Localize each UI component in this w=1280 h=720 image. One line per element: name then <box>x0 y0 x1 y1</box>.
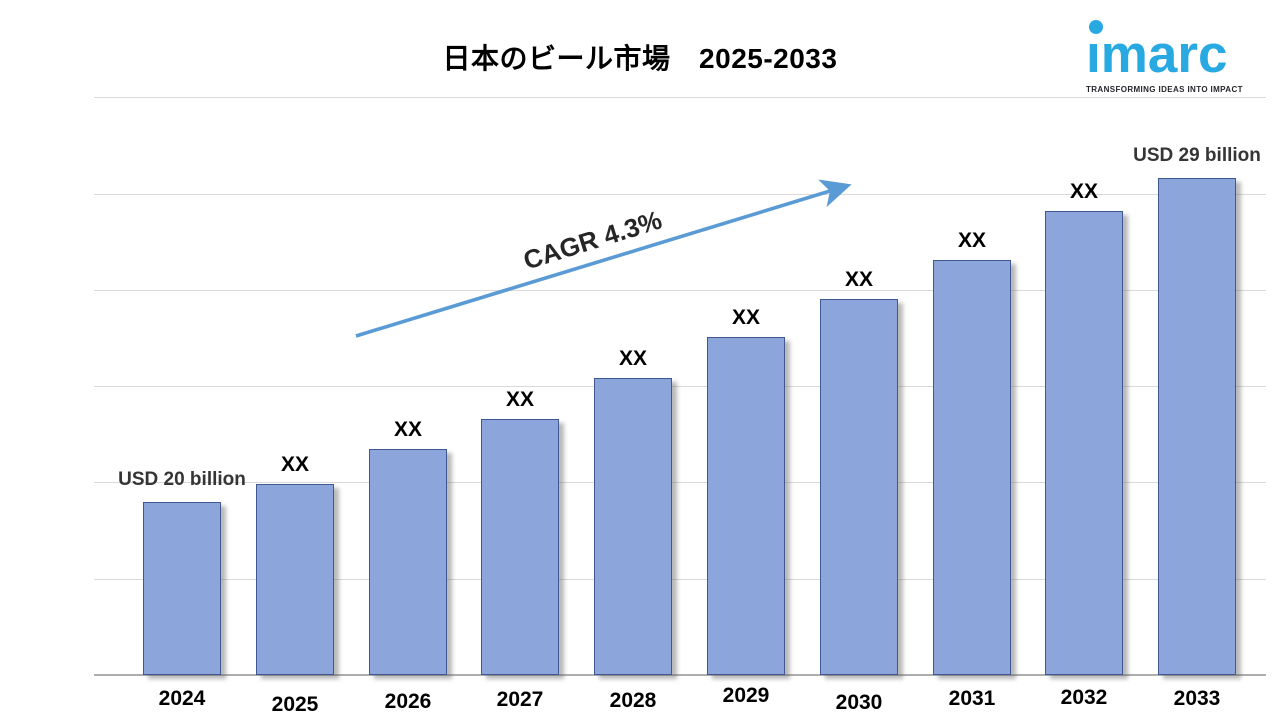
x-axis-line <box>94 674 1266 676</box>
x-axis-label: 2030 <box>835 691 883 714</box>
x-axis-label: 2029 <box>722 684 770 707</box>
bar-2026 <box>369 449 447 675</box>
x-axis-label: 2026 <box>384 690 432 713</box>
gridline <box>94 579 1266 580</box>
gridline <box>94 290 1266 291</box>
bar-value-label: USD 20 billion <box>118 469 246 490</box>
bar-2031 <box>933 260 1011 675</box>
chart-title: 日本のビール市場 2025-2033 <box>442 43 838 74</box>
x-axis-label: 2031 <box>948 687 996 710</box>
x-axis-label: 2028 <box>609 689 657 712</box>
bar-value-label: XX <box>280 453 310 476</box>
cagr-trend-arrow-icon <box>355 179 852 338</box>
x-axis-label: 2025 <box>271 693 319 716</box>
logo-tagline: TRANSFORMING IDEAS INTO IMPACT <box>1086 85 1243 94</box>
bar-2029 <box>707 337 785 675</box>
bar-group-2029: XX 2029 <box>707 306 785 707</box>
x-axis-label: 2027 <box>496 688 544 711</box>
bar-value-label: XX <box>844 268 874 291</box>
bar-value-label: USD 29 billion <box>1133 145 1261 166</box>
bar-group-2033: USD 29 billion 2033 <box>1133 145 1261 710</box>
bar-group-2030: XX 2030 <box>820 268 898 714</box>
bar-value-label: XX <box>393 418 423 441</box>
imarc-logo: ımarc TRANSFORMING IDEAS INTO IMPACT <box>1086 14 1264 94</box>
logo-brand: ımarc <box>1086 25 1228 84</box>
x-axis-label: 2032 <box>1060 686 1108 709</box>
bar-2024 <box>143 502 221 675</box>
bar-2030 <box>820 299 898 675</box>
x-axis-label: 2033 <box>1173 687 1221 710</box>
bar-group-2028: XX 2028 <box>594 347 672 712</box>
bar-2027 <box>481 419 559 675</box>
x-axis-label: 2024 <box>158 687 206 710</box>
bar-group-2032: XX 2032 <box>1045 180 1123 709</box>
bar-2032 <box>1045 211 1123 675</box>
gridline <box>94 386 1266 387</box>
gridline <box>94 194 1266 195</box>
gridline <box>94 482 1266 483</box>
bar-value-label: XX <box>1069 180 1099 203</box>
logo-dot-icon <box>1089 20 1103 34</box>
gridline <box>94 97 1266 98</box>
bar-group-2031: XX 2031 <box>933 229 1011 710</box>
bar-value-label: XX <box>505 388 535 411</box>
bar-value-label: XX <box>731 306 761 329</box>
bar-2025 <box>256 484 334 675</box>
bar-group-2025: XX 2025 <box>256 453 334 716</box>
bar-value-label: XX <box>618 347 648 370</box>
bar-group-2026: XX 2026 <box>369 418 447 713</box>
bar-value-label: XX <box>957 229 987 252</box>
bar-group-2027: XX 2027 <box>481 388 559 711</box>
bar-2033 <box>1158 178 1236 675</box>
bar-group-2024: USD 20 billion 2024 <box>118 469 246 710</box>
bar-2028 <box>594 378 672 675</box>
